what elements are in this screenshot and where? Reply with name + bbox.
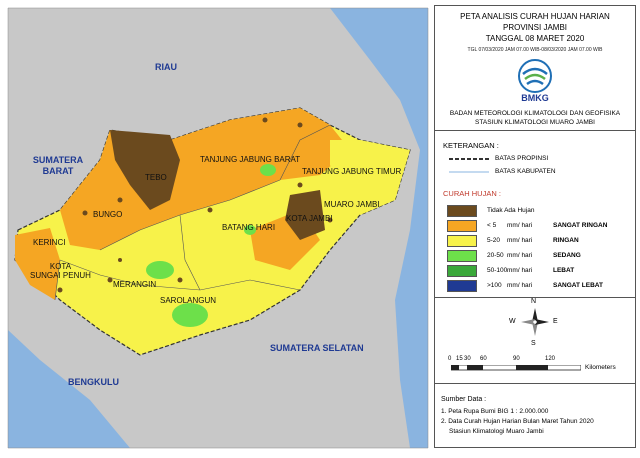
label-bungo: BUNGO	[93, 210, 123, 219]
compass-scale-section: N S E W 0 15 30 60 90 120 Kilometers	[435, 297, 635, 383]
legend-swatch	[447, 265, 477, 277]
sumber-item-3: Stasiun Klimatologi Muaro Jambi	[449, 428, 544, 435]
kabupaten-boundaries	[54, 124, 331, 301]
legend-category: SANGAT RINGAN	[553, 222, 608, 229]
label-tebo: TEBO	[145, 173, 167, 182]
label-sungai-penuh: KOTA SUNGAI PENUH	[30, 262, 91, 280]
legend-swatch	[447, 280, 477, 292]
sumber-section: Sumber Data : 1. Peta Rupa Bumi BIG 1 : …	[435, 383, 635, 449]
boundary-line-icons	[449, 158, 489, 173]
scale-tick-label: 90	[513, 356, 520, 362]
bmkg-logo-text: BMKG	[521, 93, 549, 103]
label-merangin: MERANGIN	[113, 280, 157, 289]
station-dots	[57, 117, 333, 293]
map-title: PETA ANALISIS CURAH HUJAN HARIAN	[460, 12, 610, 21]
label-sumatera-barat: SUMATERA BARAT	[32, 155, 84, 176]
label-tanjung-jabung-barat: TANJUNG JABUNG BARAT	[200, 155, 301, 164]
rain-light-east	[330, 140, 410, 215]
scale-bar-graphic	[451, 365, 581, 371]
legend-category: RINGAN	[553, 237, 579, 244]
legend-swatch	[447, 235, 477, 247]
legend-range: 50-100	[487, 267, 508, 274]
map-subtitle-province: PROVINSI JAMBI	[502, 23, 567, 32]
legend-category: SEDANG	[553, 252, 581, 259]
legend-category: LEBAT	[553, 267, 575, 274]
legend-batas-kabupaten: BATAS KABUPATEN	[495, 168, 556, 175]
rain-moderate-1	[146, 261, 174, 279]
compass-e: E	[553, 318, 558, 325]
legend-category: SANGAT LEBAT	[553, 282, 603, 289]
label-tanjung-jabung-timur: TANJUNG JABUNG TIMUR	[302, 167, 402, 176]
scale-tick-label: 15	[456, 356, 463, 362]
no-rain-kota-jambi	[285, 190, 325, 240]
label-bengkulu: BENGKULU	[68, 377, 119, 387]
north-arrow-icon	[521, 308, 549, 336]
curah-hujan-title: CURAH HUJAN :	[443, 189, 501, 198]
legend-swatch	[447, 205, 477, 217]
scale-unit: Kilometers	[585, 364, 616, 371]
sea-west	[8, 330, 130, 448]
scale-tick-label: 30	[464, 356, 471, 362]
sumber-item-2: 2. Data Curah Hujan Harian Bulan Maret T…	[441, 418, 594, 425]
sea-east	[330, 8, 428, 448]
keterangan-title: KETERANGAN :	[443, 141, 499, 150]
legend-unit: mm/ hari	[507, 237, 533, 244]
scale-tick-label: 0	[448, 356, 452, 362]
label-muaro-jambi: MUARO JAMBI	[324, 200, 380, 209]
rain-very-light-kerinci	[15, 228, 60, 300]
station-name: STASIUN KLIMATOLOGI MUARO JAMBI	[475, 119, 595, 126]
sumber-title: Sumber Data :	[441, 396, 487, 403]
agency-name: BADAN METEOROLOGI KLIMATOLOGI DAN GEOFIS…	[449, 110, 621, 117]
legend-unit: mm/ hari	[507, 282, 533, 289]
rain-moderate-4	[244, 225, 256, 235]
label-sumatera-selatan: SUMATERA SELATAN	[270, 343, 364, 353]
legend-batas-propinsi: BATAS PROPINSI	[495, 155, 549, 162]
map-date: TANGGAL 08 MARET 2020	[485, 34, 585, 43]
label-sarolangun: SAROLANGUN	[160, 296, 217, 305]
bmkg-logo-icon: BMKG	[518, 59, 552, 103]
compass-n: N	[531, 298, 537, 305]
sumber-item-1: 1. Peta Rupa Bumi BIG 1 : 2.000.000	[441, 408, 549, 415]
rain-moderate-3	[260, 164, 276, 176]
legend-unit: mm/ hari	[507, 222, 533, 229]
label-riau: RIAU	[155, 62, 177, 72]
legend-range: 5-20	[487, 237, 501, 244]
map-canvas	[7, 7, 429, 449]
compass-w: W	[509, 318, 516, 325]
no-rain-tebo	[110, 130, 180, 210]
legend-range: Tidak Ada Hujan	[487, 207, 535, 214]
compass-s: S	[531, 340, 536, 347]
graticule	[7, 7, 429, 449]
label-kerinci: KERINCI	[33, 238, 66, 247]
keterangan-section: KETERANGAN : BATAS PROPINSI BATAS KABUPA…	[435, 130, 635, 297]
label-batang-hari: BATANG HARI	[222, 223, 276, 232]
legend-panel: PETA ANALISIS CURAH HUJAN HARIAN PROVINS…	[434, 5, 636, 448]
legend-swatch	[447, 250, 477, 262]
legend-range: >100	[487, 282, 502, 289]
rain-moderate-2	[172, 303, 208, 327]
rainfall-map: RIAU SUMATERA BARAT SUMATERA SELATAN BEN…	[7, 7, 429, 449]
scale-tick-label: 60	[480, 356, 487, 362]
legend-range: 20-50	[487, 252, 504, 259]
legend-unit: mm/ hari	[507, 267, 533, 274]
scale-tick-label: 120	[545, 356, 556, 362]
label-kota-jambi: KOTA JAMBI	[286, 214, 333, 223]
legend-swatch	[447, 220, 477, 232]
legend-unit: mm/ hari	[507, 252, 533, 259]
legend-range: < 5	[487, 222, 497, 229]
map-period: TGL 07/03/2020 JAM 07.00 WIB-08/03/2020 …	[467, 47, 603, 53]
